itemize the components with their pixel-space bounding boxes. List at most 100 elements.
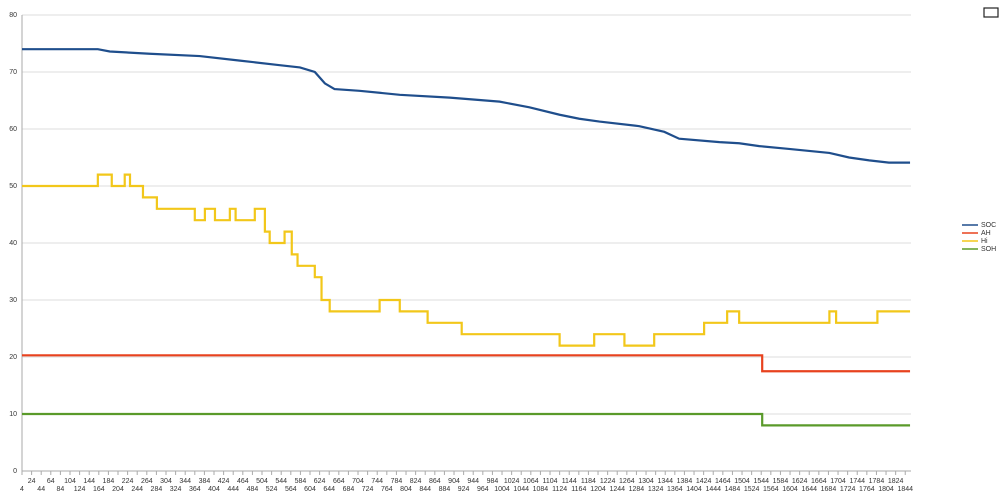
- x-tick-label: 1624: [792, 478, 808, 485]
- x-tick-label: 1104: [542, 478, 557, 485]
- x-tick-label: 484: [247, 486, 259, 493]
- x-tick-label: 724: [362, 486, 374, 493]
- y-tick-label: 20: [9, 354, 17, 361]
- x-tick-label: 1024: [504, 478, 520, 485]
- x-tick-label: 1464: [715, 478, 731, 485]
- x-tick-label: 684: [343, 486, 355, 493]
- window-icon: [983, 7, 999, 18]
- x-tick-label: 4: [20, 486, 24, 493]
- x-tick-label: 864: [429, 478, 441, 485]
- x-tick-label: 944: [467, 478, 479, 485]
- x-tick-label: 1204: [590, 486, 606, 493]
- x-tick-label: 1804: [878, 486, 894, 493]
- x-tick-label: 524: [266, 486, 278, 493]
- x-tick-label: 464: [237, 478, 249, 485]
- x-tick-label: 604: [304, 486, 316, 493]
- x-tick-label: 884: [439, 486, 451, 493]
- series-line: [22, 173, 911, 347]
- x-tick-label: 1244: [609, 486, 625, 493]
- x-tick-label: 1144: [562, 478, 577, 485]
- y-tick-label: 0: [13, 468, 17, 475]
- x-tick-label: 124: [74, 486, 86, 493]
- x-tick-label: 1264: [619, 478, 635, 485]
- x-tick-label: 184: [103, 478, 115, 485]
- x-tick-label: 1644: [801, 486, 817, 493]
- y-tick-label: 10: [9, 411, 17, 418]
- x-tick-label: 1584: [773, 478, 789, 485]
- x-tick-label: 1164: [571, 486, 586, 493]
- x-tick-label: 1004: [494, 486, 510, 493]
- x-tick-label: 504: [256, 478, 268, 485]
- x-tick-label: 1124: [552, 486, 567, 493]
- x-tick-label: 1504: [734, 478, 750, 485]
- x-tick-label: 1844: [897, 486, 913, 493]
- x-tick-label: 1704: [830, 478, 846, 485]
- x-tick-label: 1424: [696, 478, 712, 485]
- x-tick-label: 964: [477, 486, 489, 493]
- y-tick-label: 50: [9, 183, 17, 190]
- x-tick-label: 1484: [725, 486, 741, 493]
- y-tick-label: 60: [9, 126, 17, 133]
- x-tick-label: 204: [112, 486, 124, 493]
- y-tick-label: 80: [9, 12, 17, 19]
- series-line: [22, 354, 911, 373]
- x-tick-label: 984: [487, 478, 499, 485]
- x-tick-label: 1224: [600, 478, 616, 485]
- y-tick-label: 40: [9, 240, 17, 247]
- x-tick-label: 24: [28, 478, 36, 485]
- series-line: [22, 412, 911, 427]
- legend-label: SOH: [981, 246, 996, 253]
- x-tick-label: 904: [448, 478, 460, 485]
- x-tick-label: 364: [189, 486, 201, 493]
- x-tick-label: 1304: [638, 478, 654, 485]
- x-tick-label: 244: [131, 486, 143, 493]
- legend-label: SOC: [981, 222, 996, 229]
- x-tick-label: 1564: [763, 486, 779, 493]
- x-tick-label: 924: [458, 486, 470, 493]
- x-tick-label: 264: [141, 478, 153, 485]
- x-tick-label: 224: [122, 478, 134, 485]
- x-tick-label: 144: [83, 478, 95, 485]
- x-tick-label: 1744: [849, 478, 865, 485]
- x-tick-label: 844: [419, 486, 431, 493]
- x-tick-label: 164: [93, 486, 105, 493]
- y-tick-label: 70: [9, 69, 17, 76]
- x-tick-label: 304: [160, 478, 172, 485]
- x-tick-label: 1344: [657, 478, 673, 485]
- x-tick-label: 1404: [686, 486, 702, 493]
- x-tick-label: 384: [199, 478, 211, 485]
- legend-label: Hi: [981, 238, 988, 245]
- x-tick-label: 1184: [581, 478, 596, 485]
- x-tick-label: 404: [208, 486, 220, 493]
- x-tick-label: 1284: [629, 486, 645, 493]
- x-tick-label: 44: [37, 486, 45, 493]
- x-tick-label: 1524: [744, 486, 760, 493]
- x-tick-label: 1604: [782, 486, 798, 493]
- x-tick-label: 284: [151, 486, 163, 493]
- x-tick-label: 1084: [533, 486, 549, 493]
- x-tick-label: 804: [400, 486, 412, 493]
- y-tick-label: 30: [9, 297, 17, 304]
- x-tick-label: 544: [275, 478, 287, 485]
- x-tick-label: 64: [47, 478, 55, 485]
- x-tick-label: 1324: [648, 486, 664, 493]
- x-tick-label: 624: [314, 478, 326, 485]
- x-tick-label: 324: [170, 486, 182, 493]
- x-tick-label: 1044: [513, 486, 529, 493]
- x-tick-label: 1784: [869, 478, 885, 485]
- x-tick-label: 1684: [821, 486, 837, 493]
- x-tick-label: 344: [179, 478, 191, 485]
- x-tick-label: 104: [64, 478, 76, 485]
- x-tick-label: 824: [410, 478, 422, 485]
- x-tick-label: 84: [57, 486, 65, 493]
- x-tick-label: 424: [218, 478, 230, 485]
- x-tick-label: 1724: [840, 486, 856, 493]
- x-tick-label: 1664: [811, 478, 827, 485]
- x-tick-label: 664: [333, 478, 345, 485]
- x-tick-label: 564: [285, 486, 297, 493]
- x-tick-label: 764: [381, 486, 393, 493]
- x-tick-label: 1824: [888, 478, 904, 485]
- x-tick-label: 744: [371, 478, 383, 485]
- x-tick-label: 644: [323, 486, 335, 493]
- x-tick-label: 1444: [705, 486, 721, 493]
